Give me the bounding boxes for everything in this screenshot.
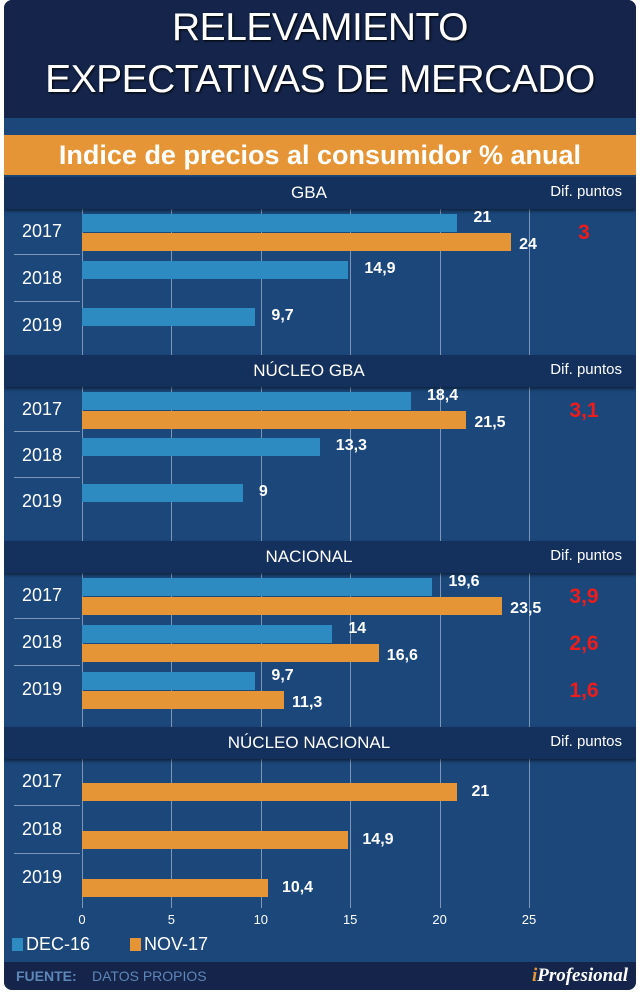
bar-nov17 [82, 783, 458, 801]
x-tick-label-0: 0 [78, 912, 86, 927]
category-label-2017: 2017 [21, 221, 63, 241]
bar-nov17 [82, 597, 503, 615]
data-label-dec16: 18,4 [426, 387, 459, 404]
category-label-2019: 2019 [21, 315, 63, 335]
source-value: DATOS PROPIOS [92, 968, 207, 984]
data-label-nov17: 21,5 [474, 414, 506, 431]
bar-dec16 [82, 672, 256, 690]
category-label-2018: 2018 [21, 445, 63, 465]
section-header-2: NÚCLEO GBA Dif. puntos [4, 355, 636, 387]
bar-dec16 [82, 214, 458, 232]
data-label-nov17: 24 [519, 236, 537, 253]
legend-swatch-dec16 [12, 938, 23, 951]
section-header-1: GBA Dif. puntos [4, 177, 636, 209]
diff-column-label: Dif. puntos [550, 733, 622, 750]
data-label-dec16: 19,6 [448, 573, 480, 590]
category-label-2019: 2019 [21, 679, 63, 699]
legend-swatch-nov17 [130, 938, 141, 951]
data-label-nov17: 16,6 [386, 647, 418, 664]
bar-nov17 [82, 691, 285, 709]
data-label-dec16: 9,7 [271, 307, 294, 324]
x-tick-label-10: 10 [253, 912, 269, 927]
data-label-dec16: 9,7 [271, 667, 294, 684]
category-label-2017: 2017 [21, 771, 63, 791]
infographic-panel: RELEVAMIENTO EXPECTATIVAS DE MERCADO Ind… [4, 0, 636, 990]
diff-value: 3 [578, 221, 590, 244]
data-label-dec16: 14 [348, 620, 367, 637]
title-line-1: RELEVAMIENTO [172, 6, 468, 49]
category-label-2019: 2019 [21, 491, 63, 511]
legend-label-nov17: NOV-17 [144, 934, 209, 954]
legend-item-nov17: NOV-17 [130, 934, 208, 955]
title-line-2: EXPECTATIVAS DE MERCADO [45, 58, 595, 101]
bar-dec16 [82, 578, 433, 596]
section-title: GBA [291, 183, 327, 202]
data-label-nov17: 11,3 [292, 694, 323, 711]
category-separator [14, 805, 80, 806]
data-label-nov17: 10,4 [281, 879, 314, 896]
section-header-3: NACIONAL Dif. puntos [4, 541, 636, 573]
diff-value: 3,1 [569, 399, 599, 422]
category-label-2017: 2017 [21, 585, 63, 605]
category-separator [14, 618, 80, 619]
bar-nov17 [82, 831, 349, 849]
x-tick-label-15: 15 [342, 912, 358, 927]
diff-value: 1,6 [569, 679, 599, 702]
section-header-4: NÚCLEO NACIONAL Dif. puntos [4, 727, 636, 759]
x-tick-label-20: 20 [432, 912, 447, 927]
category-separator [14, 431, 80, 432]
bar-dec16 [82, 392, 411, 410]
category-separator [14, 301, 80, 302]
diff-column-label: Dif. puntos [550, 183, 622, 200]
category-label-2019: 2019 [21, 867, 63, 887]
category-label-2018: 2018 [21, 632, 63, 652]
bar-nov17 [82, 411, 467, 429]
brand-logo-text: Profesional [537, 965, 628, 986]
data-label-nov17: 14,9 [362, 831, 394, 848]
bar-dec16 [82, 438, 320, 456]
category-separator [14, 477, 80, 478]
source-label: FUENTE: [16, 968, 77, 984]
data-label-dec16: 21 [473, 209, 492, 226]
category-label-2017: 2017 [21, 399, 63, 419]
bar-dec16 [82, 484, 243, 502]
category-separator [14, 254, 80, 255]
x-tick-label-5: 5 [167, 912, 175, 927]
title-box: RELEVAMIENTO EXPECTATIVAS DE MERCADO [4, 0, 636, 118]
data-label-dec16: 14,9 [364, 260, 396, 277]
legend-label-dec16: DEC-16 [26, 934, 91, 954]
diff-column-label: Dif. puntos [550, 361, 622, 378]
bar-nov17 [82, 644, 379, 662]
bar-nov17 [82, 879, 268, 897]
diff-column-label: Dif. puntos [550, 547, 622, 564]
brand-logo-i: i [531, 965, 538, 986]
footer: FUENTE: DATOS PROPIOS iProfesional [4, 962, 636, 990]
diff-value: 2,6 [569, 632, 599, 655]
bar-dec16 [82, 625, 333, 643]
bar-nov17 [82, 233, 512, 251]
data-label-dec16: 13,3 [335, 437, 367, 454]
category-separator [14, 665, 80, 666]
chart-subtitle: Indice de precios al consumidor % anual [4, 135, 636, 175]
section-title: NACIONAL [265, 547, 353, 566]
category-separator [14, 853, 80, 854]
category-label-2018: 2018 [21, 819, 63, 839]
legend-item-dec16: DEC-16 [12, 934, 90, 955]
section-title: NÚCLEO NACIONAL [227, 733, 391, 752]
category-label-2018: 2018 [21, 268, 63, 288]
data-label-nov17: 21 [471, 783, 490, 800]
data-label-dec16: 9 [258, 483, 268, 500]
brand-logo: iProfesional [532, 965, 628, 987]
bar-dec16 [82, 308, 256, 326]
x-tick-label-25: 25 [521, 912, 537, 927]
section-title: NÚCLEO GBA [253, 361, 365, 380]
data-label-nov17: 23,5 [510, 600, 542, 617]
diff-value: 3,9 [569, 585, 599, 608]
bar-dec16 [82, 261, 349, 279]
